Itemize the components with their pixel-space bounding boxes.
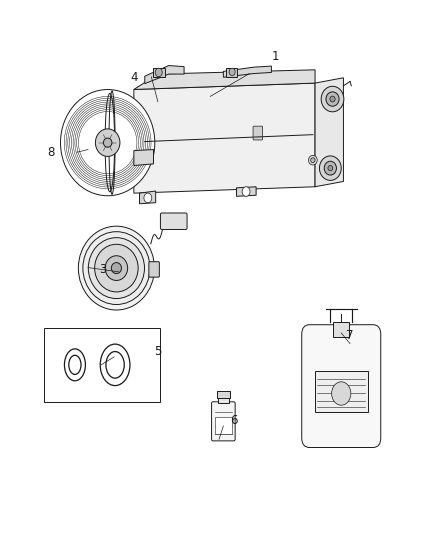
Text: 4: 4 bbox=[130, 71, 138, 84]
FancyBboxPatch shape bbox=[253, 126, 263, 140]
Ellipse shape bbox=[328, 165, 333, 171]
PathPatch shape bbox=[134, 70, 315, 90]
Ellipse shape bbox=[88, 238, 145, 298]
Ellipse shape bbox=[60, 90, 155, 196]
Text: 6: 6 bbox=[230, 414, 238, 427]
PathPatch shape bbox=[134, 83, 315, 193]
Ellipse shape bbox=[69, 356, 81, 374]
Bar bbox=[215, 417, 232, 434]
Ellipse shape bbox=[111, 263, 121, 273]
Bar bbox=[217, 391, 230, 398]
Bar bbox=[333, 322, 349, 337]
FancyBboxPatch shape bbox=[302, 325, 381, 448]
Ellipse shape bbox=[319, 156, 341, 180]
PathPatch shape bbox=[134, 150, 153, 165]
FancyBboxPatch shape bbox=[226, 68, 237, 77]
Ellipse shape bbox=[321, 86, 344, 112]
Ellipse shape bbox=[105, 256, 127, 280]
FancyBboxPatch shape bbox=[160, 213, 187, 230]
PathPatch shape bbox=[315, 78, 343, 187]
Ellipse shape bbox=[100, 344, 130, 385]
Ellipse shape bbox=[83, 232, 150, 304]
PathPatch shape bbox=[145, 66, 184, 84]
Ellipse shape bbox=[326, 92, 339, 106]
Ellipse shape bbox=[311, 158, 315, 163]
PathPatch shape bbox=[223, 66, 272, 77]
Text: 3: 3 bbox=[99, 263, 107, 276]
Ellipse shape bbox=[324, 161, 336, 175]
Circle shape bbox=[242, 187, 250, 196]
Bar bbox=[218, 398, 229, 403]
Ellipse shape bbox=[95, 244, 138, 292]
Text: 7: 7 bbox=[346, 329, 354, 342]
FancyBboxPatch shape bbox=[149, 262, 159, 277]
PathPatch shape bbox=[237, 187, 256, 196]
Text: 1: 1 bbox=[272, 50, 279, 63]
FancyBboxPatch shape bbox=[212, 402, 235, 441]
Ellipse shape bbox=[308, 156, 317, 165]
Ellipse shape bbox=[106, 352, 124, 378]
Ellipse shape bbox=[95, 129, 120, 156]
Text: 8: 8 bbox=[47, 146, 55, 159]
Bar bbox=[315, 370, 367, 412]
Circle shape bbox=[332, 382, 351, 405]
Bar bbox=[44, 328, 160, 402]
Circle shape bbox=[229, 68, 235, 76]
PathPatch shape bbox=[140, 191, 155, 204]
Circle shape bbox=[144, 193, 152, 203]
FancyBboxPatch shape bbox=[152, 68, 165, 77]
Ellipse shape bbox=[330, 96, 335, 102]
Ellipse shape bbox=[103, 138, 112, 147]
Ellipse shape bbox=[64, 349, 85, 381]
Ellipse shape bbox=[78, 226, 155, 310]
Text: 5: 5 bbox=[154, 345, 162, 358]
Circle shape bbox=[155, 68, 162, 77]
